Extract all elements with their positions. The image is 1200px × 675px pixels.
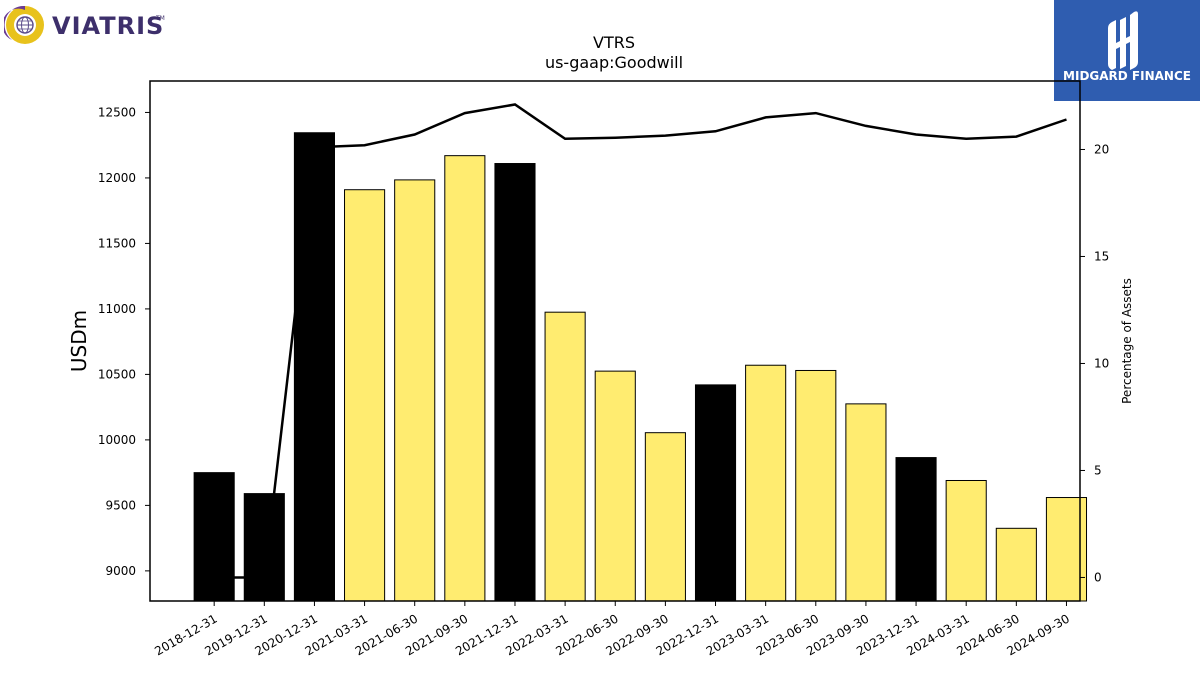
y-tick-label: 9500 [105,498,136,512]
x-axis: 2018-12-312019-12-312020-12-312021-03-31… [152,601,1072,658]
y-tick-label: 10000 [98,433,136,447]
bar-2024-06-30 [995,527,1037,602]
left-y-axis: 9000 9500 10000 10500 11000 11500 12000 12500 [98,105,150,578]
y-tick-label: 11000 [98,302,136,316]
bar-2020-12-31 [293,132,335,602]
y2-axis-label: Percentage of Assets [1120,278,1134,404]
bar-2018-12-31 [193,472,235,602]
y-axis-label: USDm [67,310,91,372]
y2-tick-label: 20 [1094,142,1109,156]
y-tick-label: 10500 [98,367,136,381]
viatris-logo-text: VIATRIS [52,12,164,40]
bar-2023-03-31 [745,364,787,602]
viatris-logo-tm: TM [155,15,165,22]
y-tick-label: 11500 [98,236,136,250]
y-tick-label: 9000 [105,564,136,578]
viatris-logo: VIATRIS TM [2,4,174,48]
bars-layer [193,132,1088,602]
bar-2021-12-31 [494,163,536,602]
bar-2021-03-31 [344,189,386,602]
bar-2024-03-31 [945,479,987,602]
bar-2023-06-30 [795,369,837,602]
y-tick-label: 12500 [98,105,136,119]
midgard-finance-logo: MIDGARD FINANCE [1054,0,1200,101]
y2-tick-label: 15 [1094,249,1109,263]
midgard-logo-mark [1108,11,1138,71]
bar-2021-06-30 [394,179,436,602]
midgard-logo-text: MIDGARD FINANCE [1063,69,1191,83]
bar-2019-12-31 [243,493,285,602]
midgard-logo-background [1054,0,1200,101]
percentage-line-layer [214,103,1067,579]
right-y-axis: 0 5 10 15 20 [1080,142,1109,584]
bar-2022-12-31 [694,384,737,602]
y2-tick-label: 5 [1094,463,1102,477]
bar-2022-06-30 [594,370,636,602]
y2-tick-label: 0 [1094,570,1102,584]
y2-tick-label: 10 [1094,356,1109,370]
y-tick-label: 12000 [98,171,136,185]
bar-2023-12-31 [895,457,937,602]
bar-2022-03-31 [544,311,586,602]
chart-subtitle: us-gaap:Goodwill [545,53,683,72]
percentage-of-assets-line [214,103,1067,579]
bar-2023-09-30 [845,403,887,602]
chart-title: VTRS [593,33,635,52]
bar-2022-09-30 [644,432,686,602]
bar-2021-09-30 [444,155,486,602]
